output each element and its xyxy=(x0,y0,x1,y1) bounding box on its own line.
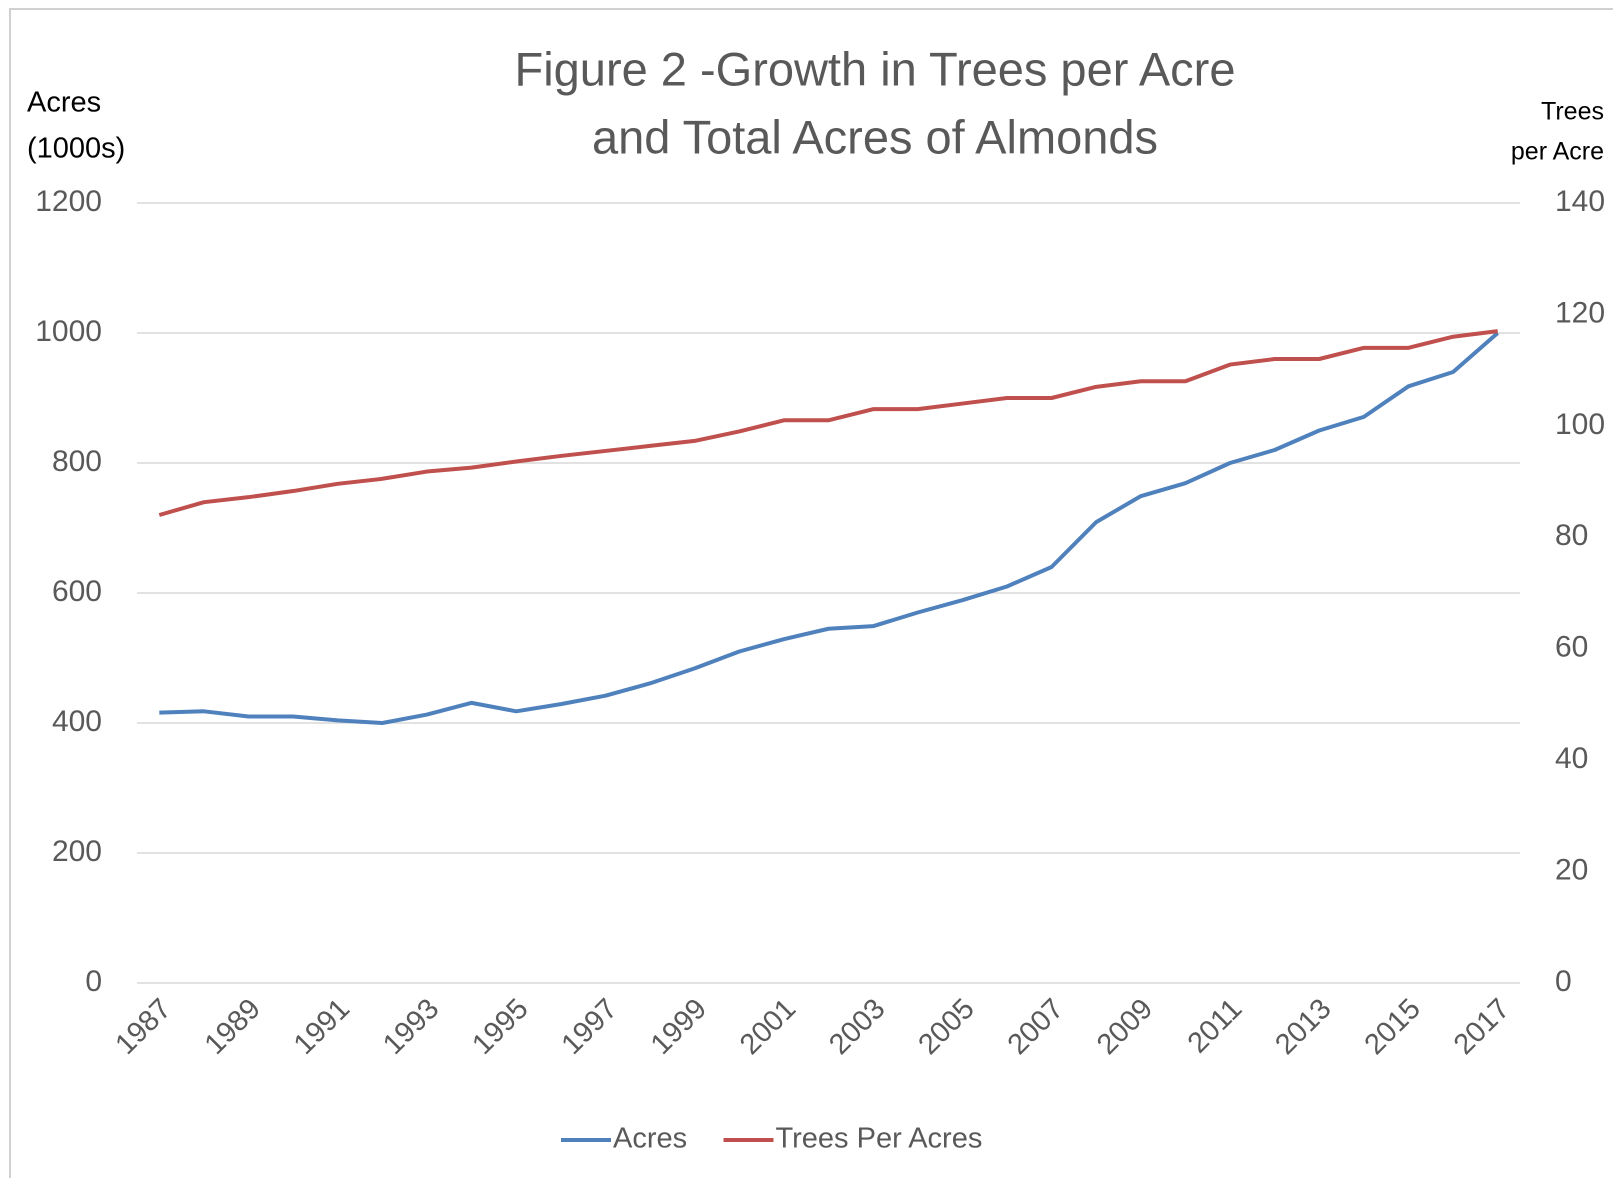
chart-title: Figure 2 -Growth in Trees per Acre xyxy=(515,42,1236,95)
y-axis-label: Acres xyxy=(27,87,101,119)
x-tick-label: 1995 xyxy=(466,993,534,1061)
x-tick-label: 2009 xyxy=(1091,993,1159,1061)
x-tick-label: 1999 xyxy=(645,993,713,1061)
y2-tick-label: 60 xyxy=(1555,631,1588,664)
x-tick-label: 2001 xyxy=(734,993,802,1061)
y2-tick-label: 40 xyxy=(1555,742,1588,775)
x-tick-label: 2013 xyxy=(1269,993,1337,1061)
series-line xyxy=(158,329,1498,517)
y-tick-label: 800 xyxy=(52,445,102,478)
y-tick-label: 600 xyxy=(52,575,102,608)
y-tick-label: 0 xyxy=(85,965,102,998)
legend-label: Trees Per Acres xyxy=(776,1123,983,1155)
y2-tick-label: 20 xyxy=(1555,853,1588,886)
x-tick-label: 2007 xyxy=(1002,993,1070,1061)
x-tick-label: 2015 xyxy=(1359,993,1427,1061)
x-tick-label: 1989 xyxy=(199,993,267,1061)
x-tick-label: 1987 xyxy=(109,993,177,1061)
y-tick-label: 1000 xyxy=(35,315,102,348)
y2-tick-label: 80 xyxy=(1555,519,1588,552)
y-tick-label: 200 xyxy=(52,835,102,868)
y-tick-label: 1200 xyxy=(35,185,102,218)
y-tick-label: 400 xyxy=(52,705,102,738)
x-tick-label: 2011 xyxy=(1182,993,1249,1060)
x-tick-label: 1991 xyxy=(288,993,356,1061)
x-tick-label: 2017 xyxy=(1448,993,1516,1061)
legend-label: Acres xyxy=(613,1123,687,1155)
x-tick-label: 2005 xyxy=(912,993,980,1061)
y2-axis-label: per Acre xyxy=(1511,138,1604,166)
y2-tick-label: 100 xyxy=(1555,408,1605,441)
chart-border xyxy=(9,8,1613,1178)
y2-tick-label: 0 xyxy=(1555,965,1572,998)
y2-tick-label: 140 xyxy=(1555,185,1605,218)
x-tick-label: 1993 xyxy=(377,993,445,1061)
x-tick-label: 2003 xyxy=(823,993,891,1061)
y2-axis-label: Trees xyxy=(1541,98,1604,126)
series-line xyxy=(159,331,1500,725)
x-tick-label: 1997 xyxy=(556,993,624,1061)
y2-tick-label: 120 xyxy=(1555,296,1605,329)
chart-title: and Total Acres of Almonds xyxy=(592,110,1158,163)
y-axis-label: (1000s) xyxy=(27,133,125,165)
